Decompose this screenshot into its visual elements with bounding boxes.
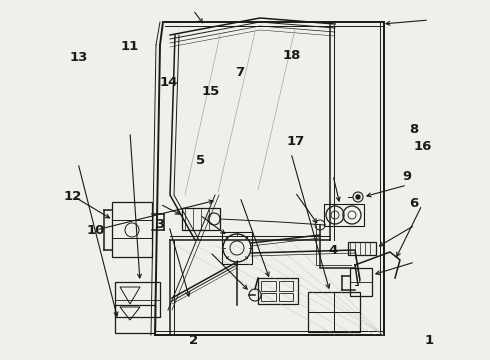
Bar (350, 268, 372, 296)
Text: 8: 8 (410, 123, 418, 136)
Bar (279, 293, 293, 301)
Bar (115, 282, 160, 317)
Text: 11: 11 (121, 40, 139, 53)
Text: 15: 15 (201, 85, 220, 98)
Text: 6: 6 (410, 197, 418, 210)
Circle shape (356, 195, 360, 199)
Bar (222, 232, 252, 264)
Bar (182, 208, 220, 230)
Bar (258, 278, 298, 304)
Text: 1: 1 (424, 334, 433, 347)
Text: 2: 2 (189, 334, 198, 347)
Text: 16: 16 (413, 140, 432, 153)
Text: 10: 10 (86, 224, 105, 237)
Text: 4: 4 (329, 244, 338, 257)
Bar (112, 202, 152, 257)
Text: 17: 17 (286, 135, 305, 148)
Text: 12: 12 (63, 190, 82, 203)
Text: 14: 14 (160, 76, 178, 89)
Text: 5: 5 (196, 154, 205, 167)
Text: 3: 3 (155, 219, 164, 231)
Bar (115, 305, 155, 333)
Text: 13: 13 (69, 51, 88, 64)
Bar (261, 281, 276, 291)
Text: 18: 18 (282, 49, 301, 62)
Bar (348, 242, 376, 255)
Text: 9: 9 (402, 170, 411, 183)
Bar (279, 281, 293, 291)
Text: 7: 7 (236, 66, 245, 78)
Bar (324, 204, 364, 226)
Bar (308, 292, 360, 332)
Bar (261, 293, 276, 301)
